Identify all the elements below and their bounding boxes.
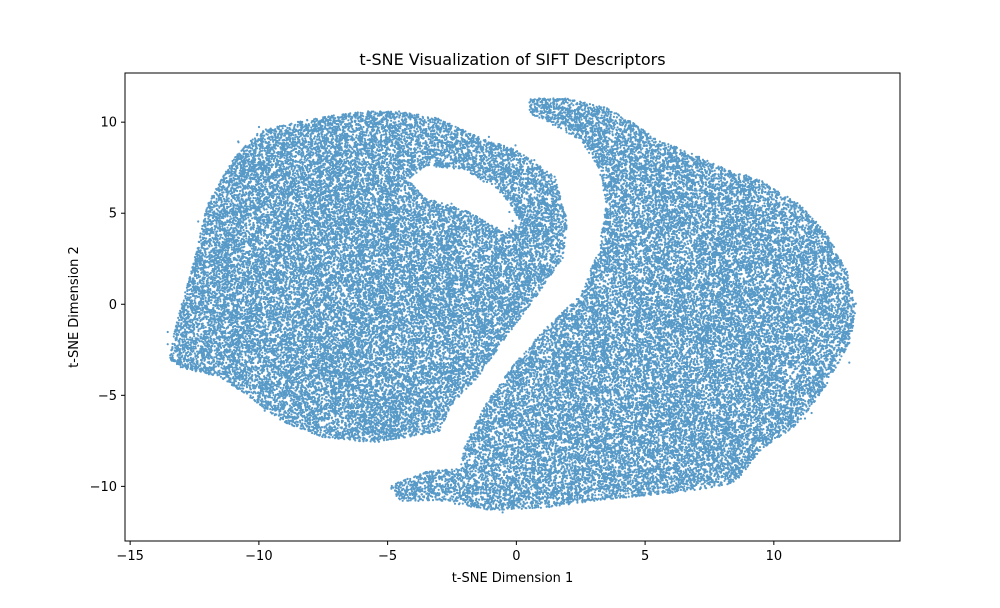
y-axis-label: t-SNE Dimension 2: [67, 246, 82, 368]
y-tick-label: −10: [90, 480, 117, 495]
y-tick-label: 0: [109, 298, 117, 313]
x-tick-label: −5: [378, 549, 397, 564]
x-axis-ticks: −15 −10 −5 0 5 10: [116, 541, 782, 564]
plot-frame: [124, 72, 901, 542]
x-tick-label: 0: [512, 549, 520, 564]
scatter-point-cloud: [166, 97, 857, 514]
x-tick-label: 10: [766, 549, 783, 564]
x-tick-label: 5: [641, 549, 649, 564]
scatter-points: [166, 97, 857, 514]
y-tick-label: 5: [109, 207, 117, 222]
y-tick-label: −5: [98, 389, 117, 404]
y-axis-ticks: −10 −5 0 5 10: [90, 116, 125, 495]
x-tick-label: −15: [116, 549, 143, 564]
x-tick-label: −10: [245, 549, 272, 564]
x-axis-label: t-SNE Dimension 1: [452, 571, 574, 586]
y-tick-label: 10: [100, 116, 117, 131]
chart-title: t-SNE Visualization of SIFT Descriptors: [359, 50, 665, 69]
